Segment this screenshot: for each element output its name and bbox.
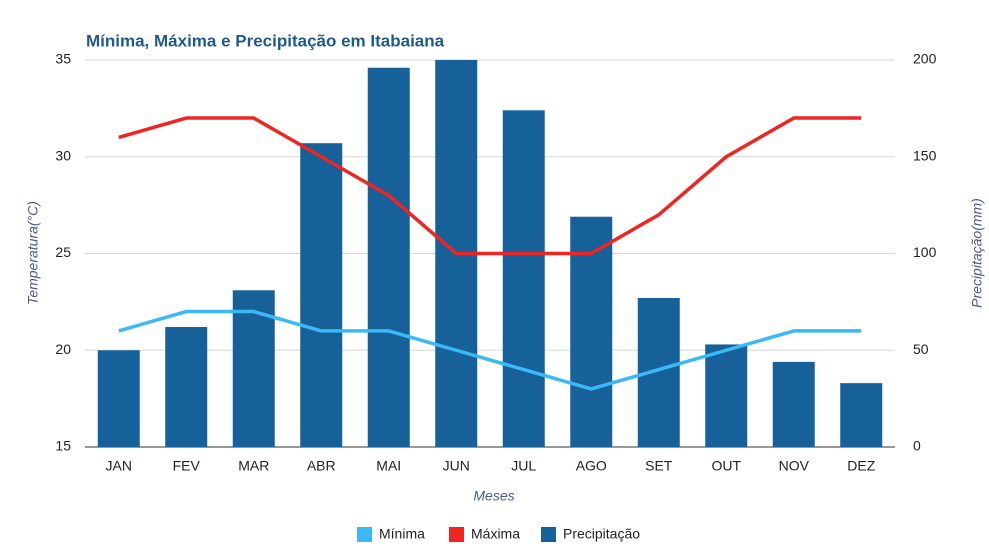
- y-tick-label: 35: [55, 51, 71, 67]
- x-tick-label: DEZ: [847, 458, 875, 474]
- y-tick-label: 25: [55, 244, 71, 260]
- y2-tick-label: 150: [913, 147, 937, 163]
- x-tick-label: JAN: [106, 458, 132, 474]
- line-series: [118, 116, 862, 256]
- y2-tick-label: 50: [913, 341, 929, 357]
- y-tick-label: 20: [55, 341, 71, 357]
- x-tick-label: SET: [645, 458, 673, 474]
- legend-label: Mínima: [379, 526, 425, 542]
- bar: [502, 110, 545, 447]
- bar: [232, 290, 275, 447]
- y2-tick-label: 100: [913, 244, 937, 260]
- x-tick-label: OUT: [711, 458, 741, 474]
- bar: [772, 361, 815, 447]
- legend-swatch: [449, 527, 464, 542]
- bar: [705, 344, 748, 447]
- x-tick-label: FEV: [173, 458, 201, 474]
- legend-label: Precipitação: [563, 526, 640, 542]
- y-axis-title: Temperatura(°C): [25, 201, 41, 305]
- bar: [300, 143, 343, 447]
- line-series: [118, 309, 862, 391]
- x-tick-label: MAI: [376, 458, 401, 474]
- bar: [165, 327, 208, 447]
- bar: [840, 383, 883, 447]
- x-tick-label: ABR: [307, 458, 336, 474]
- x-tick-label: MAR: [238, 458, 269, 474]
- legend-label: Máxima: [471, 526, 520, 542]
- y2-tick-label: 200: [913, 51, 937, 67]
- x-tick-label: AGO: [576, 458, 607, 474]
- y2-axis-title: Precipitação(mm): [969, 198, 985, 308]
- legend-swatch: [541, 527, 556, 542]
- bar: [367, 67, 410, 448]
- chart-title: Mínima, Máxima e Precipitação em Itabaia…: [86, 31, 445, 50]
- x-tick-label: NOV: [779, 458, 810, 474]
- x-tick-label: JUN: [443, 458, 470, 474]
- y-tick-label: 15: [55, 438, 71, 454]
- x-tick-label: JUL: [511, 458, 536, 474]
- y-tick-label: 30: [55, 147, 71, 163]
- bar: [570, 216, 613, 447]
- x-axis-title: Meses: [473, 488, 514, 504]
- bar: [97, 350, 140, 447]
- y2-tick-label: 0: [913, 438, 921, 454]
- legend-swatch: [357, 527, 372, 542]
